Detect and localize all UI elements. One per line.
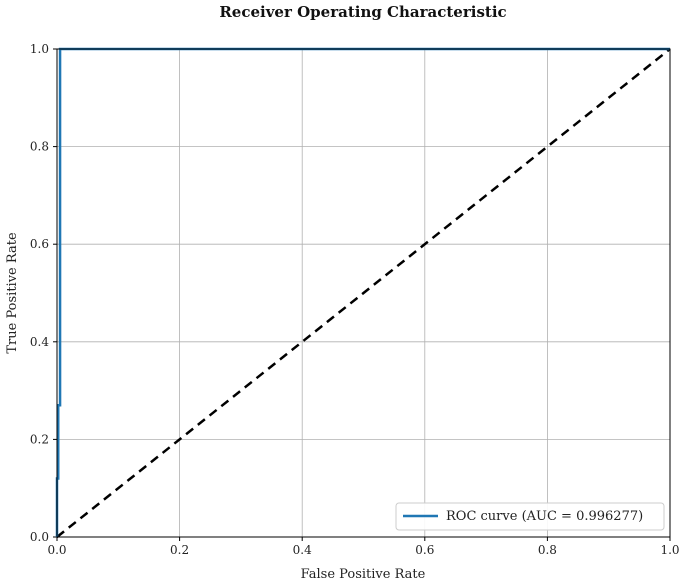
- series-lines: [55, 47, 671, 538]
- x-tick-label: 0.6: [415, 543, 434, 557]
- x-tick-label: 0.4: [293, 543, 312, 557]
- y-axis-label: True Positive Rate: [5, 232, 20, 354]
- x-tick-label: 0.0: [47, 543, 66, 557]
- diagonal-reference-line: [56, 48, 671, 538]
- x-tick-label: 0.2: [170, 543, 189, 557]
- y-tick-label: 1.0: [30, 42, 49, 56]
- y-tick-label: 0.4: [30, 335, 49, 349]
- x-tick-label: 0.8: [538, 543, 557, 557]
- legend-label-roc: ROC curve (AUC = 0.996277): [446, 509, 643, 524]
- chart-title: Receiver Operating Characteristic: [219, 3, 506, 21]
- legend-box: [395, 502, 665, 531]
- x-tick-label: 1.0: [660, 543, 679, 557]
- y-tick-label: 0.0: [30, 530, 49, 544]
- y-tick-label: 0.2: [30, 432, 49, 446]
- x-axis-label: False Positive Rate: [301, 567, 426, 582]
- axis-ticks: 0.0 0.2 0.4 0.6 0.8 1.0 0.0 0.2 0.4 0.6 0.8 1.0: [30, 42, 680, 557]
- y-tick-label: 0.6: [30, 237, 49, 251]
- plot-frame: [56, 48, 671, 538]
- y-tick-label: 0.8: [30, 140, 49, 154]
- legend: ROC curve (AUC = 0.996277): [395, 502, 665, 531]
